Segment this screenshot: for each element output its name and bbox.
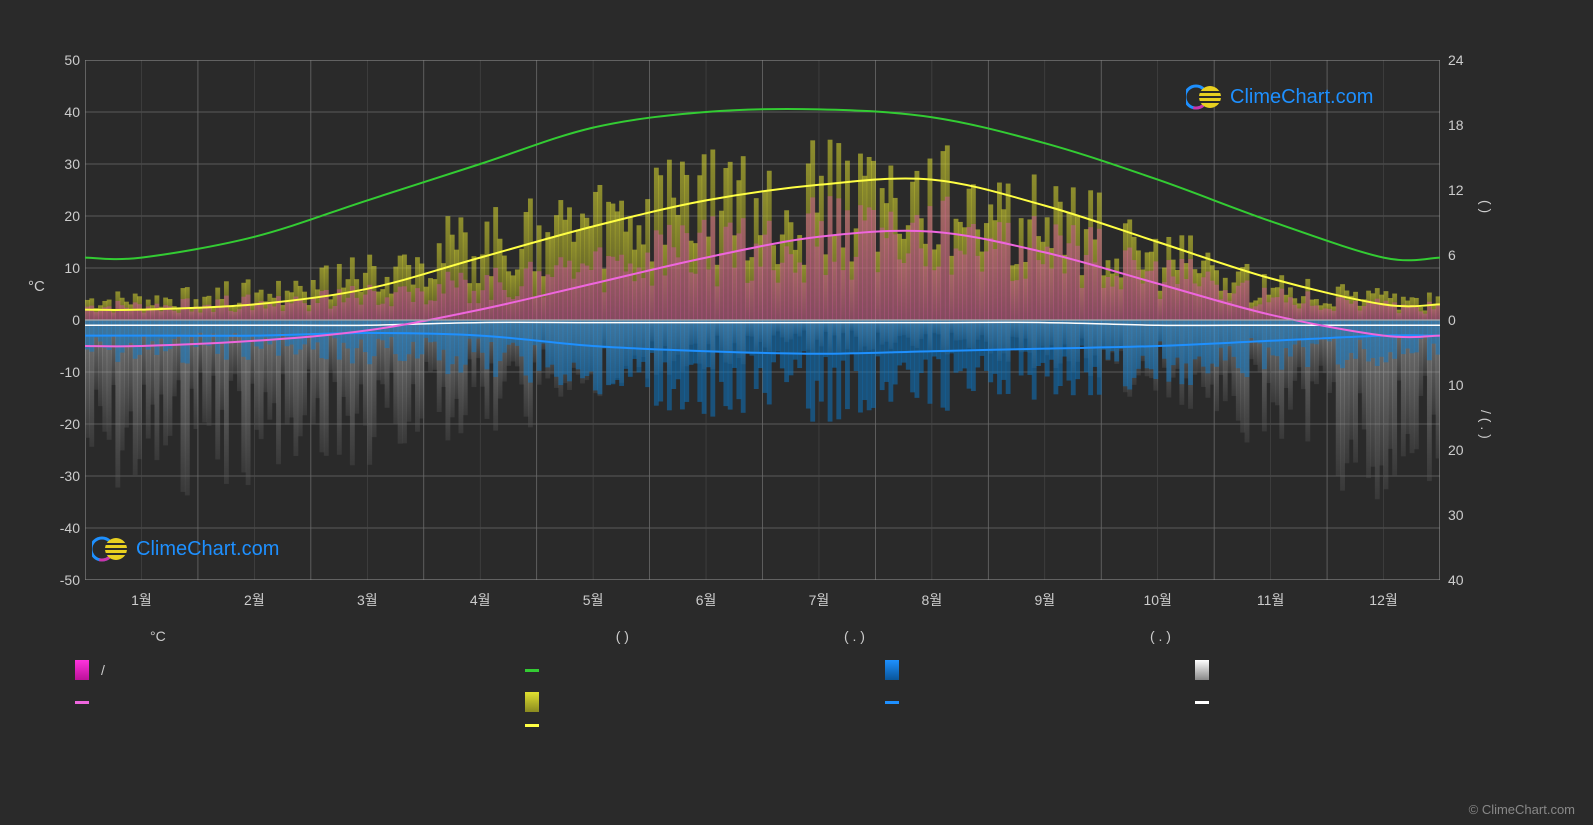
y-axis-right-labels: ( ) bbox=[1478, 200, 1494, 213]
climechart-logo-icon bbox=[1186, 78, 1224, 116]
legend-row-1: / bbox=[75, 660, 1495, 680]
y-tick-right: 10 bbox=[1448, 377, 1488, 393]
y-tick-right: 12 bbox=[1448, 182, 1488, 198]
watermark-text: ClimeChart.com bbox=[1230, 86, 1373, 109]
watermark: ClimeChart.com bbox=[1186, 78, 1373, 116]
watermark: ClimeChart.com bbox=[92, 530, 279, 568]
x-tick-month: 7월 bbox=[799, 590, 839, 610]
y-tick-right: 24 bbox=[1448, 52, 1488, 68]
legend-header-col4: ( . ) bbox=[1150, 628, 1171, 644]
y-tick-right: 40 bbox=[1448, 572, 1488, 588]
legend-item-temp-range: / bbox=[75, 660, 525, 680]
legend-item-green bbox=[525, 660, 885, 680]
legend-header: °C ( ) ( . ) ( . ) bbox=[75, 628, 1495, 644]
y-tick-left: -10 bbox=[20, 364, 80, 380]
x-tick-month: 11월 bbox=[1251, 590, 1291, 610]
legend-item-white-line bbox=[1195, 692, 1221, 712]
copyright-text: © ClimeChart.com bbox=[1469, 802, 1575, 817]
legend-line-pink bbox=[75, 701, 89, 704]
legend-line-green bbox=[525, 669, 539, 672]
x-tick-month: 12월 bbox=[1364, 590, 1404, 610]
x-tick-month: 4월 bbox=[460, 590, 500, 610]
y-axis-left-label: °C bbox=[28, 278, 45, 295]
legend-item-grey-swatch bbox=[1195, 660, 1221, 680]
legend-line-blue bbox=[885, 701, 899, 704]
y-tick-left: -20 bbox=[20, 416, 80, 432]
y-tick-left: 0 bbox=[20, 312, 80, 328]
legend-item-yellow-swatch bbox=[525, 692, 885, 712]
legend-item-blue-swatch bbox=[885, 660, 1195, 680]
y-tick-left: -30 bbox=[20, 468, 80, 484]
legend-item-pink-line bbox=[75, 692, 525, 712]
legend-swatch-pink bbox=[75, 660, 89, 680]
y-tick-left: -40 bbox=[20, 520, 80, 536]
legend-row-3 bbox=[75, 724, 1495, 727]
x-tick-month: 10월 bbox=[1138, 590, 1178, 610]
x-tick-month: 8월 bbox=[912, 590, 952, 610]
y-tick-right: 0 bbox=[1448, 312, 1488, 328]
y-tick-right: 18 bbox=[1448, 117, 1488, 133]
x-tick-month: 5월 bbox=[573, 590, 613, 610]
legend-line-white bbox=[1195, 701, 1209, 704]
x-tick-month: 3월 bbox=[347, 590, 387, 610]
chart-svg bbox=[85, 60, 1440, 580]
legend-row-2 bbox=[75, 692, 1495, 712]
watermark-text: ClimeChart.com bbox=[136, 538, 279, 561]
y-axis-right-labels-lower: / ( . ) bbox=[1478, 410, 1494, 439]
legend-item-yellow-line bbox=[525, 724, 885, 727]
legend-swatch-blue bbox=[885, 660, 899, 680]
y-tick-right: 6 bbox=[1448, 247, 1488, 263]
legend-item-blue-line bbox=[885, 692, 1195, 712]
y-tick-left: 20 bbox=[20, 208, 80, 224]
legend-header-temp: °C bbox=[150, 628, 166, 644]
legend-header-col2: ( ) bbox=[616, 628, 629, 644]
x-tick-month: 6월 bbox=[686, 590, 726, 610]
y-tick-left: -50 bbox=[20, 572, 80, 588]
legend-swatch-yellow bbox=[525, 692, 539, 712]
legend-swatch-grey bbox=[1195, 660, 1209, 680]
legend-header-col3: ( . ) bbox=[844, 628, 865, 644]
chart-plot-area bbox=[85, 60, 1440, 580]
climechart-logo-icon bbox=[92, 530, 130, 568]
x-tick-month: 1월 bbox=[121, 590, 161, 610]
x-tick-month: 9월 bbox=[1025, 590, 1065, 610]
x-tick-month: 2월 bbox=[234, 590, 274, 610]
y-tick-right: 30 bbox=[1448, 507, 1488, 523]
y-tick-left: 50 bbox=[20, 52, 80, 68]
y-tick-left: 10 bbox=[20, 260, 80, 276]
legend: °C ( ) ( . ) ( . ) / bbox=[75, 628, 1495, 739]
legend-line-yellow bbox=[525, 724, 539, 727]
y-tick-left: 30 bbox=[20, 156, 80, 172]
y-tick-right: 20 bbox=[1448, 442, 1488, 458]
y-tick-left: 40 bbox=[20, 104, 80, 120]
